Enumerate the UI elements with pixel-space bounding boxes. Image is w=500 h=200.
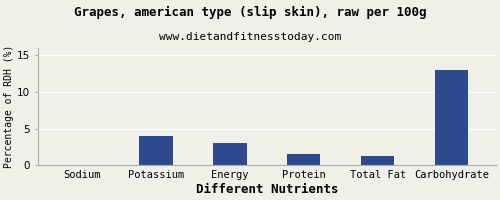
X-axis label: Different Nutrients: Different Nutrients <box>196 183 338 196</box>
Bar <box>287 154 320 165</box>
Text: www.dietandfitnesstoday.com: www.dietandfitnesstoday.com <box>159 32 341 42</box>
Bar <box>361 156 394 165</box>
Y-axis label: Percentage of RDH (%): Percentage of RDH (%) <box>4 45 14 168</box>
Bar <box>214 143 246 165</box>
Bar <box>140 136 172 165</box>
Text: Grapes, american type (slip skin), raw per 100g: Grapes, american type (slip skin), raw p… <box>74 6 426 19</box>
Bar <box>435 70 468 165</box>
